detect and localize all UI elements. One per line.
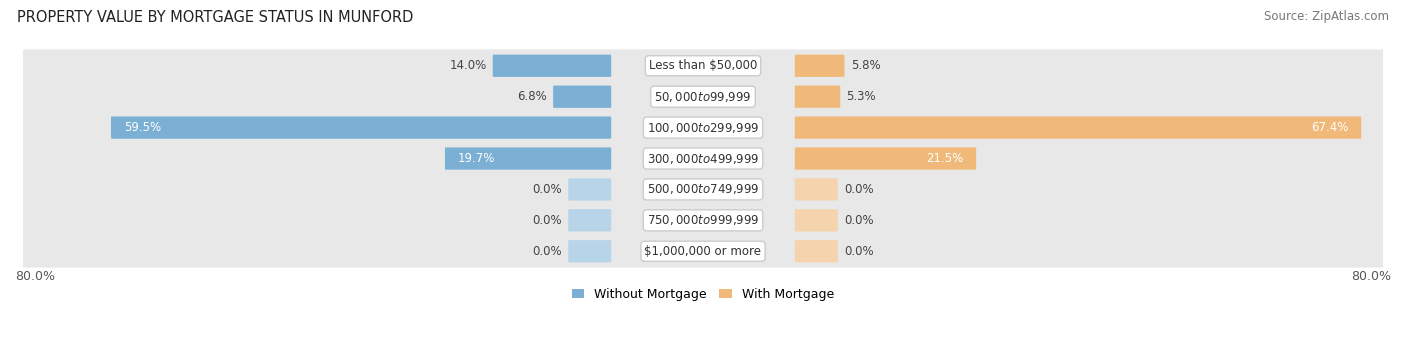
- Text: $500,000 to $749,999: $500,000 to $749,999: [647, 182, 759, 196]
- FancyBboxPatch shape: [22, 204, 1384, 237]
- FancyBboxPatch shape: [111, 117, 612, 139]
- FancyBboxPatch shape: [22, 80, 1384, 113]
- Text: Source: ZipAtlas.com: Source: ZipAtlas.com: [1264, 10, 1389, 23]
- Text: 14.0%: 14.0%: [450, 59, 486, 72]
- FancyBboxPatch shape: [22, 142, 1384, 175]
- Text: 59.5%: 59.5%: [124, 121, 162, 134]
- Text: 80.0%: 80.0%: [15, 270, 55, 283]
- FancyBboxPatch shape: [794, 178, 838, 201]
- FancyBboxPatch shape: [492, 55, 612, 77]
- Text: 0.0%: 0.0%: [844, 245, 873, 258]
- Text: 0.0%: 0.0%: [533, 214, 562, 227]
- Text: 0.0%: 0.0%: [533, 245, 562, 258]
- Text: 0.0%: 0.0%: [844, 183, 873, 196]
- Text: $750,000 to $999,999: $750,000 to $999,999: [647, 213, 759, 227]
- Text: 5.8%: 5.8%: [851, 59, 880, 72]
- Text: $50,000 to $99,999: $50,000 to $99,999: [654, 90, 752, 104]
- FancyBboxPatch shape: [794, 117, 1361, 139]
- Text: 6.8%: 6.8%: [517, 90, 547, 103]
- FancyBboxPatch shape: [568, 209, 612, 232]
- FancyBboxPatch shape: [22, 173, 1384, 206]
- FancyBboxPatch shape: [22, 235, 1384, 268]
- FancyBboxPatch shape: [794, 147, 976, 169]
- Text: 21.5%: 21.5%: [925, 152, 963, 165]
- FancyBboxPatch shape: [22, 49, 1384, 82]
- Text: Less than $50,000: Less than $50,000: [648, 59, 758, 72]
- FancyBboxPatch shape: [568, 240, 612, 262]
- Text: $1,000,000 or more: $1,000,000 or more: [644, 245, 762, 258]
- Text: 67.4%: 67.4%: [1310, 121, 1348, 134]
- Legend: Without Mortgage, With Mortgage: Without Mortgage, With Mortgage: [567, 283, 839, 306]
- Text: PROPERTY VALUE BY MORTGAGE STATUS IN MUNFORD: PROPERTY VALUE BY MORTGAGE STATUS IN MUN…: [17, 10, 413, 25]
- Text: $300,000 to $499,999: $300,000 to $499,999: [647, 151, 759, 165]
- Text: 19.7%: 19.7%: [458, 152, 495, 165]
- FancyBboxPatch shape: [444, 147, 612, 169]
- FancyBboxPatch shape: [794, 240, 838, 262]
- FancyBboxPatch shape: [553, 86, 612, 108]
- Text: 80.0%: 80.0%: [1351, 270, 1391, 283]
- FancyBboxPatch shape: [794, 209, 838, 232]
- FancyBboxPatch shape: [22, 111, 1384, 144]
- Text: $100,000 to $299,999: $100,000 to $299,999: [647, 121, 759, 135]
- Text: 0.0%: 0.0%: [844, 214, 873, 227]
- FancyBboxPatch shape: [568, 178, 612, 201]
- FancyBboxPatch shape: [794, 86, 841, 108]
- FancyBboxPatch shape: [794, 55, 845, 77]
- Text: 0.0%: 0.0%: [533, 183, 562, 196]
- Text: 5.3%: 5.3%: [846, 90, 876, 103]
